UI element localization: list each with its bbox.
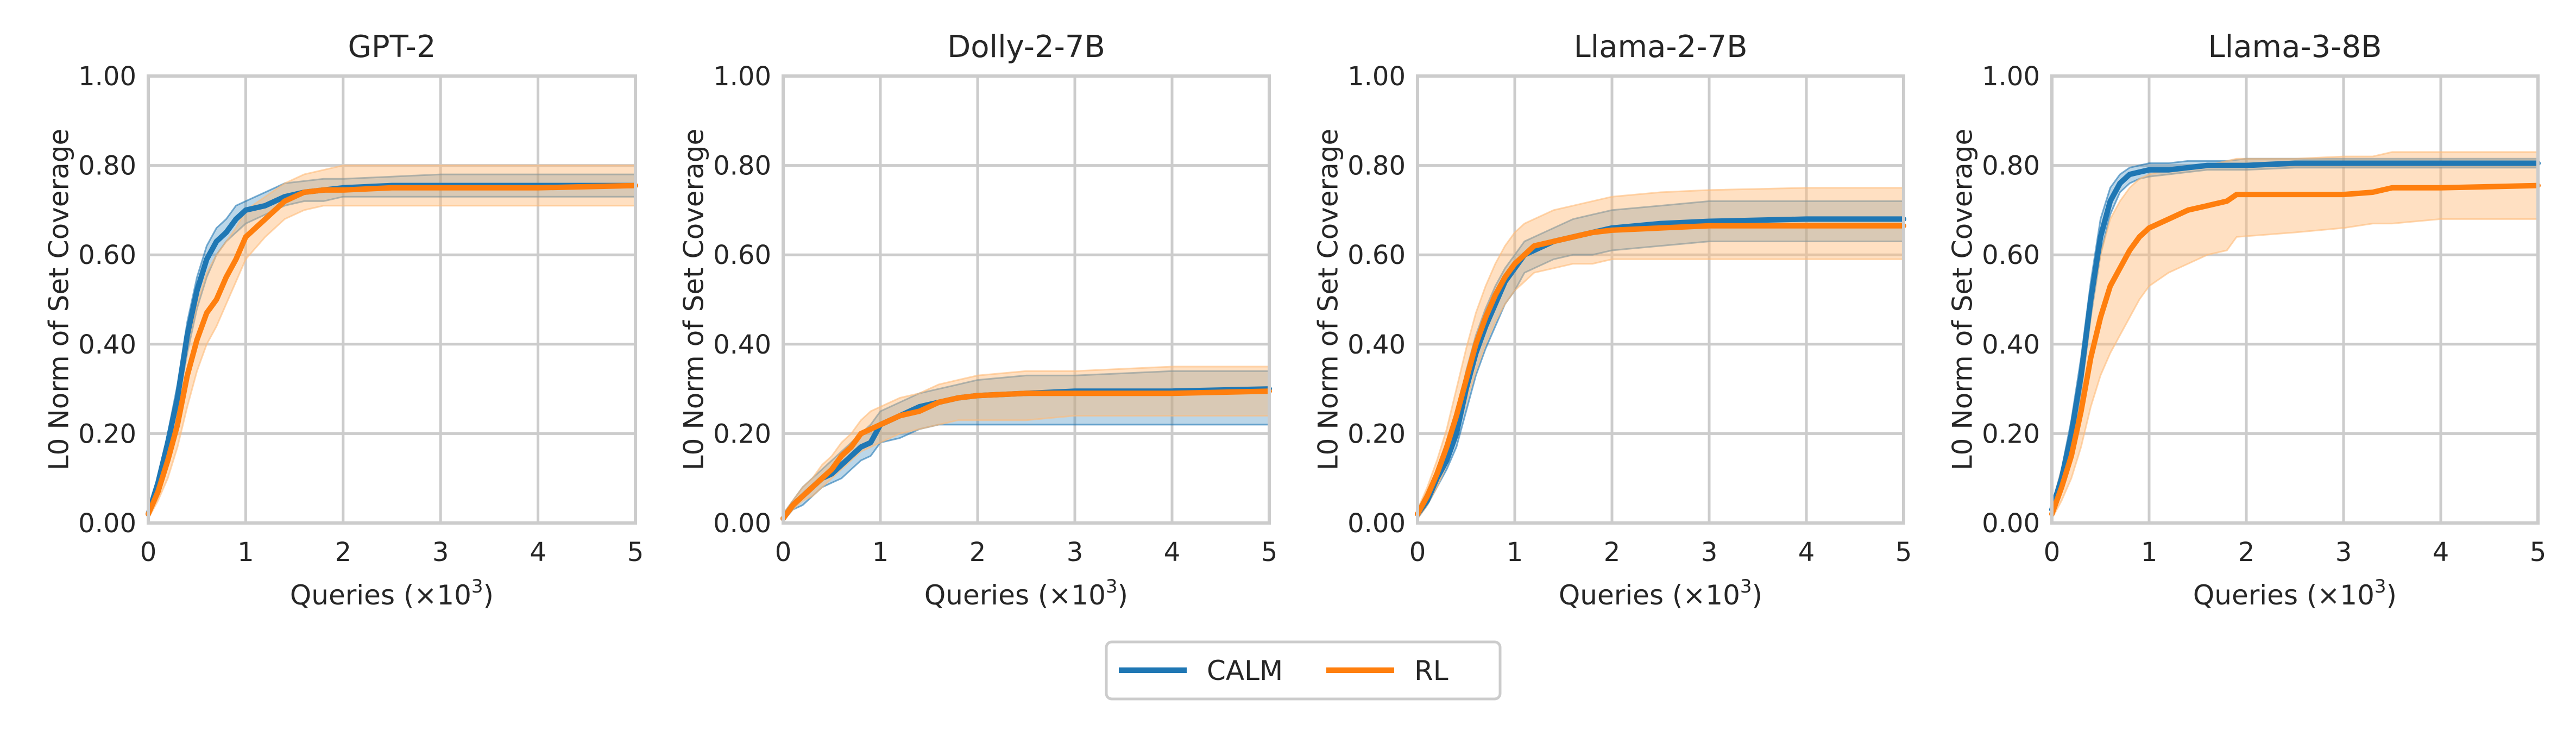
y-tick-label: 0.20: [78, 419, 136, 449]
y-tick-label: 0.60: [1982, 240, 2040, 270]
series-line-calm: [2049, 160, 2541, 513]
axes-frame: [1416, 74, 1905, 525]
y-tick-label: 0.20: [1982, 419, 2040, 449]
x-tick-label: 1: [237, 537, 254, 568]
x-tick-label: 2: [969, 537, 986, 568]
y-tick-label: 0.20: [1347, 419, 1406, 449]
x-tick-label: 1: [872, 537, 889, 568]
x-tick-label: 2: [2238, 537, 2255, 568]
x-axis-label: Queries (×103): [924, 576, 1128, 611]
y-axis-label: L0 Norm of Set Coverage: [1313, 129, 1344, 470]
x-tick-label: 0: [140, 537, 157, 568]
x-tick-label: 3: [2335, 537, 2352, 568]
y-tick-label: 0.40: [1982, 330, 2040, 360]
y-tick-label: 1.00: [713, 61, 771, 92]
x-axis-label: Queries (×103): [290, 576, 494, 611]
x-axis-label: Queries (×103): [2193, 576, 2397, 611]
series-line-rl: [146, 182, 638, 517]
x-axis-label-close: ): [2386, 579, 2397, 611]
x-axis-label-close: ): [1118, 579, 1129, 611]
y-tick-label: 0.60: [713, 240, 771, 270]
x-tick-label: 5: [1895, 537, 1912, 568]
chart-panel-2: 0.00 0.20 0.40 0.60 0.80 1.00 0 1 2 3 4 5 Llama-2-7B…: [1313, 29, 1912, 611]
x-axis-label-exponent: 3: [2375, 576, 2386, 597]
chart-title: Llama-3-8B: [2208, 29, 2382, 65]
x-tick-label: 1: [1507, 537, 1523, 568]
y-tick-label: 0.00: [78, 508, 136, 539]
x-tick-label: 5: [2530, 537, 2547, 568]
x-tick-label: 3: [1067, 537, 1084, 568]
x-tick-label: 2: [1604, 537, 1621, 568]
chart-panel-3: 0.00 0.20 0.40 0.60 0.80 1.00 0 1 2 3 4 5 Llama-3-8B…: [1947, 29, 2547, 611]
chart-panel-1: 0.00 0.20 0.40 0.60 0.80 1.00 0 1 2 3 4 5 Dolly-2-7B…: [678, 29, 1278, 611]
x-tick-label: 3: [1701, 537, 1718, 568]
y-tick-label: 0.60: [1347, 240, 1406, 270]
x-tick-label: 0: [775, 537, 792, 568]
x-tick-label: 0: [2044, 537, 2061, 568]
y-tick-label: 0.20: [713, 419, 771, 449]
y-tick-label: 1.00: [78, 61, 136, 92]
legend-box: [1105, 640, 1502, 701]
y-tick-label: 0.80: [1982, 151, 2040, 181]
axes-frame: [2050, 74, 2540, 525]
x-tick-label: 5: [1261, 537, 1278, 568]
x-tick-label: 4: [1798, 537, 1815, 568]
x-tick-label: 3: [432, 537, 449, 568]
y-axis-label: L0 Norm of Set Coverage: [678, 129, 710, 470]
x-axis-label-exponent: 3: [471, 576, 483, 597]
plot-area: [2052, 76, 2538, 523]
x-axis-label: Queries (×103): [1559, 576, 1762, 611]
x-tick-label: 0: [1409, 537, 1426, 568]
x-axis-label-exponent: 3: [1106, 576, 1118, 597]
x-axis-label-main: Queries (×10: [2193, 579, 2375, 611]
x-axis-label-close: ): [483, 579, 494, 611]
y-tick-label: 1.00: [1982, 61, 2040, 92]
legend-label-calm: CALM: [1207, 655, 1283, 686]
y-tick-label: 0.00: [1982, 508, 2040, 539]
x-axis-label-exponent: 3: [1740, 576, 1752, 597]
chart-title: Dolly-2-7B: [947, 29, 1105, 65]
y-tick-label: 0.00: [713, 508, 771, 539]
y-tick-label: 1.00: [1347, 61, 1406, 92]
legend: CALM RL: [1105, 640, 1502, 701]
y-tick-label: 0.80: [78, 151, 136, 181]
series-line-rl: [780, 388, 1272, 521]
y-tick-label: 0.80: [1347, 151, 1406, 181]
x-tick-label: 4: [530, 537, 546, 568]
x-tick-label: 4: [2433, 537, 2449, 568]
series-line-rl: [1415, 223, 1906, 517]
axes-frame: [147, 74, 637, 525]
y-tick-label: 0.40: [1347, 330, 1406, 360]
x-tick-label: 1: [2141, 537, 2158, 568]
chart-panel-0: 0.00 0.20 0.40 0.60 0.80 1.00 0 1 2 3 4 5 GPT-2 Queri…: [43, 29, 644, 611]
y-tick-label: 0.80: [713, 151, 771, 181]
y-axis-label: L0 Norm of Set Coverage: [43, 129, 75, 470]
series-line-rl: [2049, 182, 2541, 517]
x-tick-label: 5: [627, 537, 644, 568]
y-tick-label: 0.40: [713, 330, 771, 360]
x-tick-label: 4: [1164, 537, 1181, 568]
y-tick-label: 0.60: [78, 240, 136, 270]
x-axis-label-main: Queries (×10: [1559, 579, 1740, 611]
x-tick-label: 2: [335, 537, 352, 568]
y-tick-label: 0.40: [78, 330, 136, 360]
legend-label-rl: RL: [1414, 655, 1448, 686]
axes-frame: [782, 74, 1271, 525]
chart-title: Llama-2-7B: [1573, 29, 1747, 65]
x-axis-label-main: Queries (×10: [290, 579, 471, 611]
chart-title: GPT-2: [348, 29, 436, 65]
x-axis-label-main: Queries (×10: [924, 579, 1106, 611]
y-tick-label: 0.00: [1347, 508, 1406, 539]
plot-area: [148, 76, 635, 523]
x-axis-label-close: ): [1752, 579, 1763, 611]
y-axis-label: L0 Norm of Set Coverage: [1947, 129, 1979, 470]
